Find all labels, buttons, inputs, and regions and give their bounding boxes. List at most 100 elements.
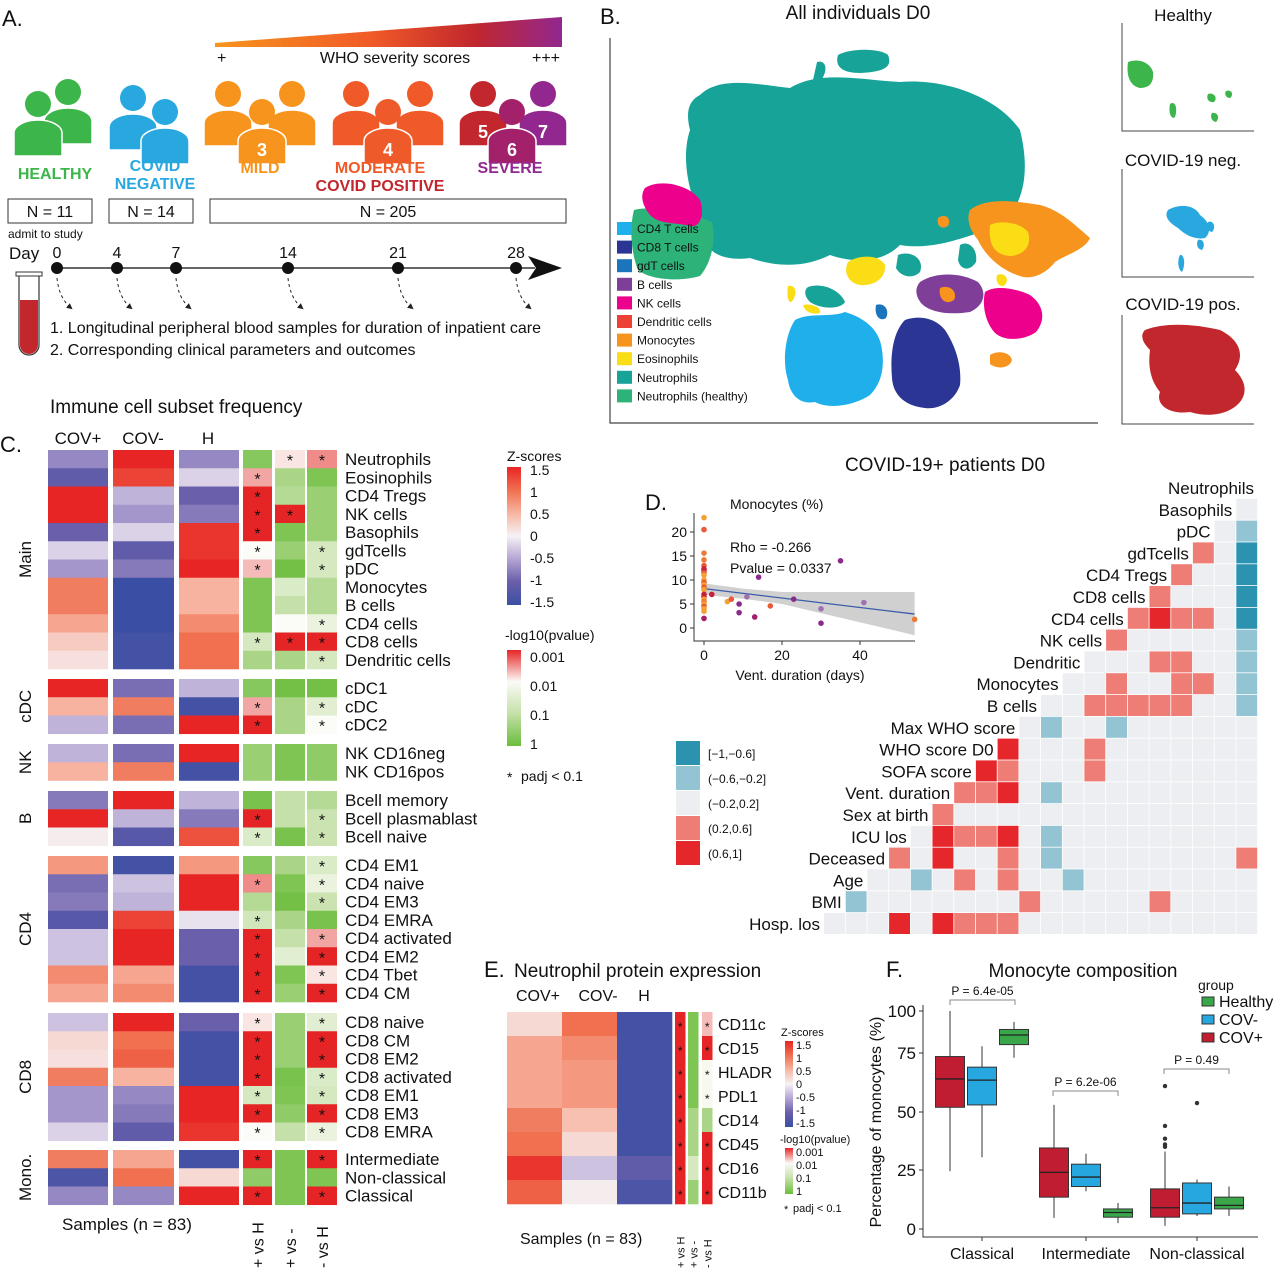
correlation-cell <box>1171 869 1193 891</box>
variable-label: Deceased <box>809 850 886 869</box>
day-tick-label: 21 <box>389 245 407 262</box>
zscore-cell <box>48 450 108 469</box>
correlation-cell <box>1149 695 1171 716</box>
legend-label: (0.2,0.6] <box>708 822 752 836</box>
correlation-cell <box>1106 629 1127 651</box>
significance-star: * <box>254 877 260 894</box>
pvalue-cell <box>275 1086 305 1105</box>
zscore-cell <box>113 523 174 542</box>
pvalue-cell <box>307 650 337 670</box>
pvalue-cell <box>275 596 305 615</box>
correlation-cell <box>1192 673 1214 695</box>
legend-label: Neutrophils <box>637 371 698 385</box>
row-label: NK CD16pos <box>345 762 444 781</box>
correlation-cell <box>1214 542 1236 564</box>
zscore-cell <box>48 1186 108 1206</box>
day-tick-label: 4 <box>113 245 122 262</box>
box <box>967 1066 997 1106</box>
correlation-cell <box>1062 673 1084 695</box>
zscore-cell <box>179 856 239 875</box>
pvalue-legend-title: -log10(pvalue) <box>505 627 595 643</box>
correlation-cell <box>1062 695 1084 716</box>
correlation-cell <box>1214 629 1236 651</box>
pvalue-cell <box>307 965 337 985</box>
pvalue-cell <box>275 559 305 579</box>
row-label: CD8 EM3 <box>345 1104 419 1123</box>
sample-arrow-icon <box>515 277 532 310</box>
healthy-person-icon <box>13 91 63 157</box>
row-group-label: NK <box>16 750 35 774</box>
zscore-cell <box>113 892 174 912</box>
correlation-cell <box>997 738 1019 760</box>
data-point <box>911 616 918 623</box>
head <box>343 81 369 107</box>
subpanel-title-healthy: Healthy <box>1154 6 1212 25</box>
correlation-cell <box>1171 913 1193 934</box>
cluster-neutrophils <box>685 77 1025 265</box>
timepoint-dot <box>111 262 123 274</box>
correlation-cell <box>1127 695 1149 716</box>
variable-label: BMI <box>811 893 841 912</box>
correlation-cell <box>1019 760 1041 782</box>
correlation-cell <box>975 891 997 913</box>
correlation-cell <box>1192 564 1214 586</box>
correlation-cell <box>1192 913 1214 934</box>
zscore-cell <box>113 614 174 633</box>
correlation-cell <box>1041 695 1062 716</box>
correlation-cell <box>1084 869 1106 891</box>
zscore-cell <box>113 874 174 893</box>
panel-c-heatmap: Immune cell subset frequency C. COV+ COV… <box>0 397 595 1268</box>
cluster-neutrophils <box>813 61 826 85</box>
correlation-cell <box>889 891 910 913</box>
head <box>55 79 81 105</box>
box-cov <box>935 1011 965 1172</box>
correlation-cell <box>910 913 932 934</box>
pvalue-cell <box>307 697 337 716</box>
pvalue-cell <box>307 486 337 506</box>
box <box>999 1028 1029 1046</box>
data-point <box>861 599 867 606</box>
zscore-cell <box>48 697 108 716</box>
pvalue-cell <box>243 541 272 560</box>
correlation-cell <box>975 804 997 825</box>
box <box>1214 1196 1244 1210</box>
correlation-cell <box>1041 738 1062 760</box>
head <box>407 81 433 107</box>
head <box>249 99 275 125</box>
correlation-cell <box>1149 673 1171 695</box>
n-box-covid-negative <box>108 198 194 224</box>
pvalue-cell <box>307 744 337 763</box>
column-header-cov-pos: COV+ <box>55 429 102 448</box>
n-covid-positive: N = 205 <box>360 204 417 221</box>
correlation-cell <box>1127 913 1149 934</box>
zscore-cell <box>179 541 239 560</box>
zscore-cell <box>48 1067 108 1087</box>
correlation-cell <box>1192 651 1214 673</box>
pvalue-cell <box>275 892 305 912</box>
legend-label: CD8 T cells <box>637 241 699 255</box>
significance-star: * <box>254 1016 260 1033</box>
correlation-cell <box>1084 891 1106 913</box>
heatmap-title: Immune cell subset frequency <box>50 397 303 418</box>
correlation-cell <box>1084 782 1106 804</box>
pvalue-cell <box>307 1186 337 1206</box>
p-value-label: P = 6.2e-06 <box>1054 1075 1116 1089</box>
zscore-legend-title: Z-scores <box>507 448 561 464</box>
correlation-cell <box>910 825 932 847</box>
pvalue-cell <box>307 468 337 487</box>
severity-score: 7 <box>538 122 548 142</box>
row-group-label: Mono. <box>16 1154 35 1201</box>
correlation-cell <box>1106 869 1127 891</box>
severity-score: 4 <box>383 140 393 160</box>
significance-star: * <box>254 914 260 931</box>
zscore-cell <box>113 1168 174 1187</box>
zscore-cell <box>48 856 108 875</box>
correlation-cell <box>1236 847 1258 869</box>
row-label: Non-classical <box>345 1168 446 1187</box>
cluster-cd8-t-cells <box>891 317 961 409</box>
data-point <box>736 601 742 607</box>
legend-swatch <box>676 766 700 790</box>
row-label: NK cells <box>345 505 407 524</box>
zscore-cell <box>113 1031 174 1050</box>
zscore-cell <box>113 1086 174 1105</box>
